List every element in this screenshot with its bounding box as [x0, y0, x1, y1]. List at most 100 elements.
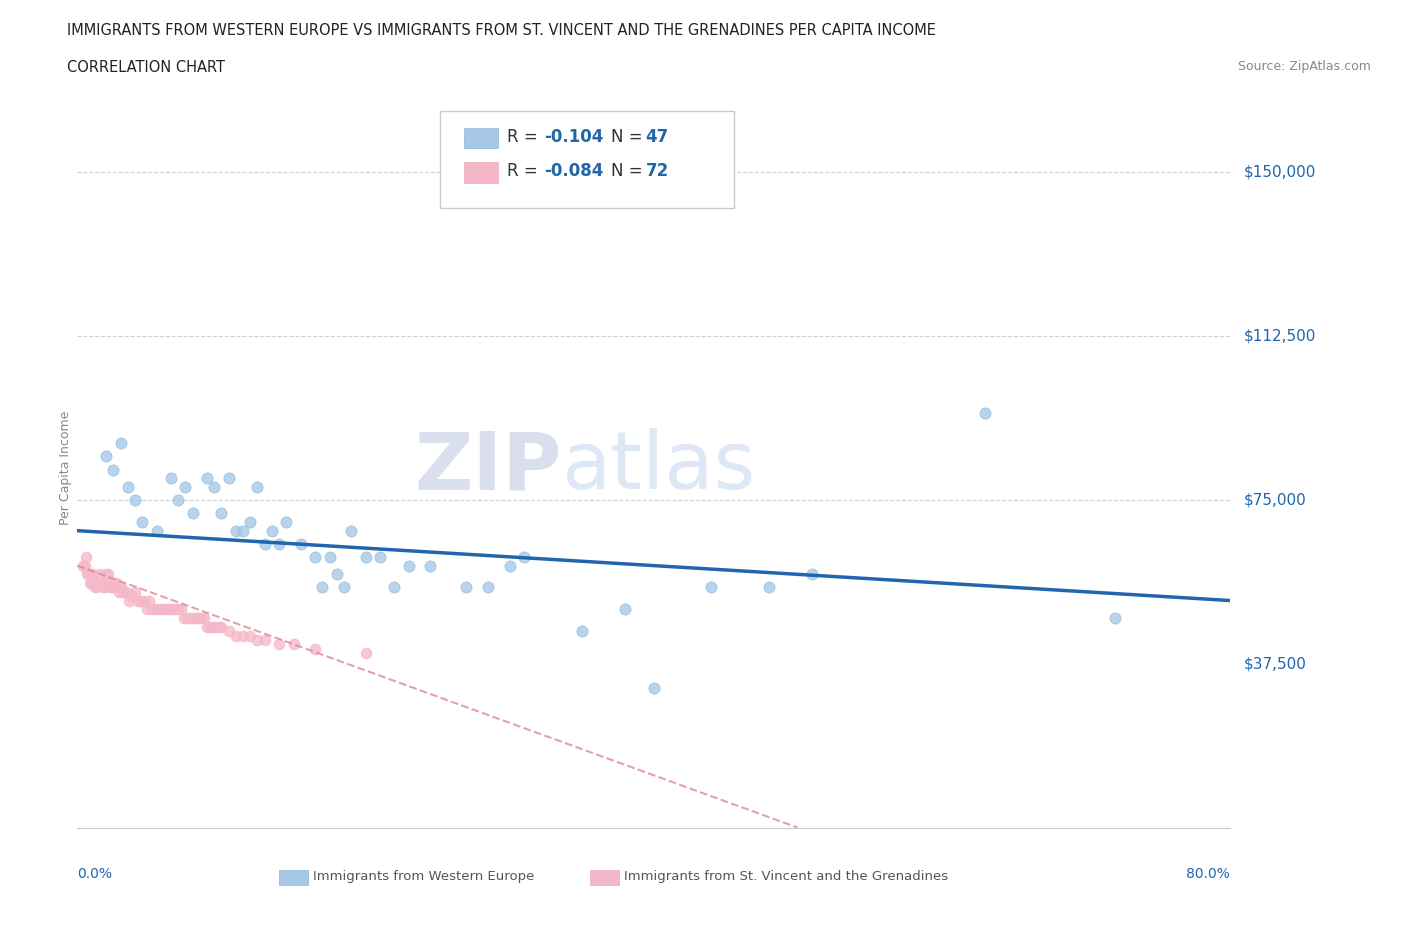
Text: 72: 72 [645, 162, 669, 180]
Point [115, 584, 138, 599]
Point [571, 624, 593, 639]
Point [246, 632, 269, 647]
Point [141, 602, 163, 617]
Text: 80.0%: 80.0% [1187, 868, 1230, 882]
Point [110, 436, 132, 451]
Point [304, 641, 326, 656]
Point [91, 580, 114, 595]
Text: $112,500: $112,500 [1244, 329, 1316, 344]
Point [267, 637, 291, 652]
Point [253, 632, 276, 647]
Point [98, 576, 121, 591]
Point [239, 628, 262, 643]
Point [100, 580, 122, 595]
Point [232, 628, 254, 643]
Point [103, 462, 125, 477]
Point [97, 567, 120, 582]
Point [382, 580, 406, 595]
Point [239, 514, 262, 529]
Point [117, 480, 139, 495]
Point [225, 524, 247, 538]
Point [138, 593, 160, 608]
Point [211, 619, 233, 634]
Point [1104, 611, 1126, 626]
Point [195, 619, 218, 634]
Text: ZIP: ZIP [415, 429, 561, 506]
Point [103, 576, 125, 591]
Point [758, 580, 780, 595]
Point [101, 580, 124, 595]
Point [76, 567, 98, 582]
Point [368, 550, 391, 565]
Point [304, 550, 326, 565]
Point [89, 567, 111, 582]
Text: R =: R = [508, 127, 543, 145]
Point [207, 619, 229, 634]
Point [93, 580, 115, 595]
Text: R =: R = [508, 162, 543, 180]
Point [181, 506, 204, 521]
Point [232, 524, 254, 538]
Text: Immigrants from St. Vincent and the Grenadines: Immigrants from St. Vincent and the Gren… [624, 870, 948, 883]
Point [311, 580, 333, 595]
Point [184, 611, 207, 626]
Point [225, 628, 247, 643]
Point [135, 602, 157, 617]
Point [124, 584, 146, 599]
Point [974, 405, 997, 420]
Point [513, 550, 536, 565]
Point [211, 506, 233, 521]
Point [127, 593, 149, 608]
Point [246, 480, 269, 495]
Point [96, 449, 118, 464]
Point [202, 480, 225, 495]
Point [419, 558, 441, 573]
Point [73, 558, 96, 573]
Point [105, 576, 128, 591]
FancyBboxPatch shape [464, 163, 498, 182]
Text: atlas: atlas [561, 429, 756, 506]
Text: -0.104: -0.104 [544, 127, 603, 145]
Point [801, 567, 824, 582]
Text: 47: 47 [645, 127, 669, 145]
Point [176, 611, 198, 626]
Point [153, 602, 174, 617]
Y-axis label: Per Capita Income: Per Capita Income [59, 410, 72, 525]
Point [218, 471, 240, 485]
Point [124, 493, 146, 508]
Point [218, 624, 240, 639]
Point [643, 681, 665, 696]
Point [87, 576, 110, 591]
Point [79, 576, 101, 591]
Point [398, 558, 420, 573]
Point [283, 637, 305, 652]
Point [167, 493, 190, 508]
Point [195, 471, 218, 485]
Point [160, 471, 183, 485]
Point [104, 580, 127, 595]
Point [276, 514, 298, 529]
Point [149, 602, 172, 617]
FancyBboxPatch shape [464, 127, 498, 148]
Text: CORRELATION CHART: CORRELATION CHART [67, 60, 225, 75]
Point [107, 580, 129, 595]
FancyBboxPatch shape [591, 870, 619, 885]
Point [260, 524, 283, 538]
Point [325, 567, 349, 582]
Point [86, 576, 108, 591]
Point [159, 602, 181, 617]
Point [96, 567, 118, 582]
Point [118, 593, 141, 608]
Point [156, 602, 179, 617]
Point [82, 567, 104, 582]
Point [90, 576, 112, 591]
Point [84, 580, 107, 595]
Point [145, 524, 167, 538]
Text: Immigrants from Western Europe: Immigrants from Western Europe [312, 870, 534, 883]
Point [131, 514, 153, 529]
Point [181, 611, 204, 626]
Point [456, 580, 478, 595]
Point [201, 619, 224, 634]
Point [162, 602, 184, 617]
Point [129, 593, 152, 608]
